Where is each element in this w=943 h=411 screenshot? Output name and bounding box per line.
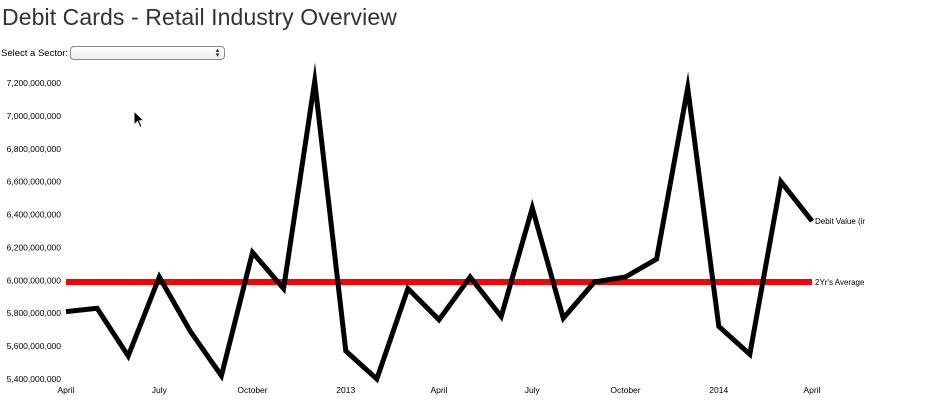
y-tick-label: 6,200,000,000 [7, 242, 62, 252]
mouse-cursor-icon [133, 110, 145, 129]
x-axis: April July October 2013 April July October 2014… [57, 385, 820, 395]
series-layer [65, 62, 814, 384]
y-tick-label: 6,800,000,000 [7, 144, 62, 154]
y-tick-label: 6,600,000,000 [7, 177, 62, 187]
average-series-label: 2Yr's Average [815, 278, 865, 287]
y-tick-label: 7,000,000,000 [7, 111, 62, 121]
y-tick-label: 5,800,000,000 [7, 308, 62, 318]
y-tick-label: 7,200,000,000 [7, 78, 62, 88]
x-tick-label: October [237, 385, 267, 395]
x-tick-label: 2013 [336, 385, 355, 395]
x-tick-label: April [803, 385, 820, 395]
debit-value-line [65, 62, 814, 384]
x-tick-label: July [525, 385, 541, 395]
sector-select[interactable]: ▴ ▾ [70, 46, 226, 60]
select-arrows-icon: ▴ ▾ [215, 47, 220, 59]
page-title: Debit Cards - Retail Industry Overview [2, 4, 397, 30]
sector-label: Select a Sector: [1, 47, 69, 59]
x-tick-label: April [57, 385, 74, 395]
debit-value-series-label: Debit Value (ir [815, 217, 865, 226]
y-tick-label: 5,600,000,000 [7, 341, 62, 351]
x-tick-label: 2014 [709, 385, 728, 395]
series-labels: Debit Value (ir 2Yr's Average [815, 217, 865, 287]
y-tick-label: 5,400,000,000 [7, 374, 62, 384]
y-tick-label: 6,400,000,000 [7, 210, 62, 220]
x-tick-label: October [610, 385, 640, 395]
x-tick-label: July [152, 385, 168, 395]
x-tick-label: April [430, 385, 447, 395]
sector-filter: Select a Sector: ▴ ▾ [1, 46, 226, 60]
y-tick-label: 6,000,000,000 [7, 275, 62, 285]
y-axis: 5,400,000,000 5,600,000,000 5,800,000,000 6… [7, 78, 62, 384]
